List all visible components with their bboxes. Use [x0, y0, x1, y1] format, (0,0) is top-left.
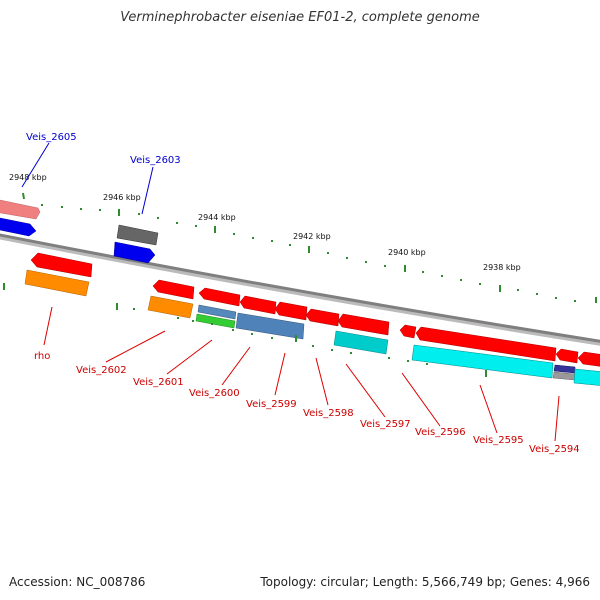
- gene-label-veis-2605[interactable]: Veis_2605: [26, 132, 77, 143]
- gene-label-veis-2603[interactable]: Veis_2603: [130, 155, 181, 166]
- leader-veis-2600: [221, 346, 251, 386]
- leader-veis-2599: [274, 352, 286, 396]
- gene-label-veis-2598[interactable]: Veis_2598: [303, 408, 354, 419]
- page-title: Verminephrobacter eiseniae EF01-2, compl…: [120, 10, 480, 25]
- leader-veis-2601: [166, 339, 213, 375]
- leader-veis-2597: [345, 363, 386, 418]
- gene-label-veis-2595[interactable]: Veis_2595: [473, 435, 524, 446]
- leader-veis-2602: [105, 330, 166, 363]
- kbp-label: 2946 kbp: [103, 193, 141, 202]
- kbp-label: 2938 kbp: [483, 263, 521, 272]
- forward-leaders: [21, 142, 154, 215]
- gene-veis-2596[interactable]: [415, 326, 557, 362]
- gene-label-veis-2599[interactable]: Veis_2599: [246, 399, 297, 410]
- gene-veis-2598[interactable]: [305, 308, 340, 327]
- gene-veis-2594-red[interactable]: [555, 348, 579, 364]
- gene-veis-2594[interactable]: [573, 368, 600, 386]
- forward-strand: [0, 199, 159, 264]
- gene-veis-2603[interactable]: [113, 241, 156, 264]
- genome-stats-text: Topology: circular; Length: 5,566,749 bp…: [260, 575, 590, 589]
- gene-veis-2597[interactable]: [333, 330, 389, 355]
- upper-scale: [22, 192, 597, 303]
- leader-veis-2596: [401, 372, 441, 427]
- gene-veis-2597-red[interactable]: [337, 313, 390, 336]
- reverse-strand: [24, 252, 600, 386]
- accession-text: Accession: NC_008786: [9, 575, 146, 589]
- gene-label-veis-2596[interactable]: Veis_2596: [415, 427, 466, 438]
- gene-label-veis-2601[interactable]: Veis_2601: [133, 377, 184, 388]
- gene-veis-2600-red[interactable]: [239, 295, 277, 315]
- gene-veis-2602-red[interactable]: [152, 279, 195, 300]
- reverse-leaders: [43, 306, 560, 442]
- leader-rho: [43, 306, 53, 346]
- genome-backbone: [0, 233, 600, 343]
- leader-veis-2594: [554, 395, 560, 442]
- gene-label-rho[interactable]: rho: [34, 351, 50, 362]
- gene-veis-2594-navy[interactable]: [553, 364, 576, 374]
- gene-veis-2605-partner[interactable]: [0, 199, 41, 220]
- gene-veis-2601-red[interactable]: [198, 287, 241, 307]
- lower-scale: [3, 283, 487, 377]
- gene-veis-2595[interactable]: [411, 344, 554, 379]
- gene-veis-2596-small[interactable]: [399, 324, 417, 339]
- gene-grey-feature[interactable]: [116, 224, 159, 246]
- gene-veis-2602[interactable]: [147, 295, 194, 319]
- leader-veis-2605: [21, 142, 50, 188]
- kbp-label: 2940 kbp: [388, 248, 426, 257]
- tick-major: [22, 192, 25, 200]
- leader-veis-2595: [479, 384, 498, 434]
- leader-veis-2598: [315, 357, 329, 406]
- gene-veis-2600[interactable]: [235, 312, 305, 340]
- gene-veis-2594-grey[interactable]: [552, 371, 576, 381]
- gene-veis-2594-next[interactable]: [577, 351, 600, 367]
- gene-veis-2601-blue[interactable]: [197, 304, 237, 320]
- kbp-label: 2944 kbp: [198, 213, 236, 222]
- gene-label-veis-2600[interactable]: Veis_2600: [189, 388, 240, 399]
- gene-veis-2601[interactable]: [195, 313, 236, 329]
- gene-label-veis-2594[interactable]: Veis_2594: [529, 444, 580, 455]
- genome-backbone-shadow: [0, 234, 600, 346]
- gene-red-rho-region[interactable]: [30, 252, 93, 278]
- gene-rho[interactable]: [24, 269, 90, 297]
- gene-label-veis-2602[interactable]: Veis_2602: [76, 365, 127, 376]
- kbp-label: 2942 kbp: [293, 232, 331, 241]
- gene-label-veis-2597[interactable]: Veis_2597: [360, 419, 411, 430]
- gene-veis-2605[interactable]: [0, 217, 37, 237]
- leader-veis-2603: [141, 166, 154, 215]
- gene-veis-2599[interactable]: [274, 301, 308, 321]
